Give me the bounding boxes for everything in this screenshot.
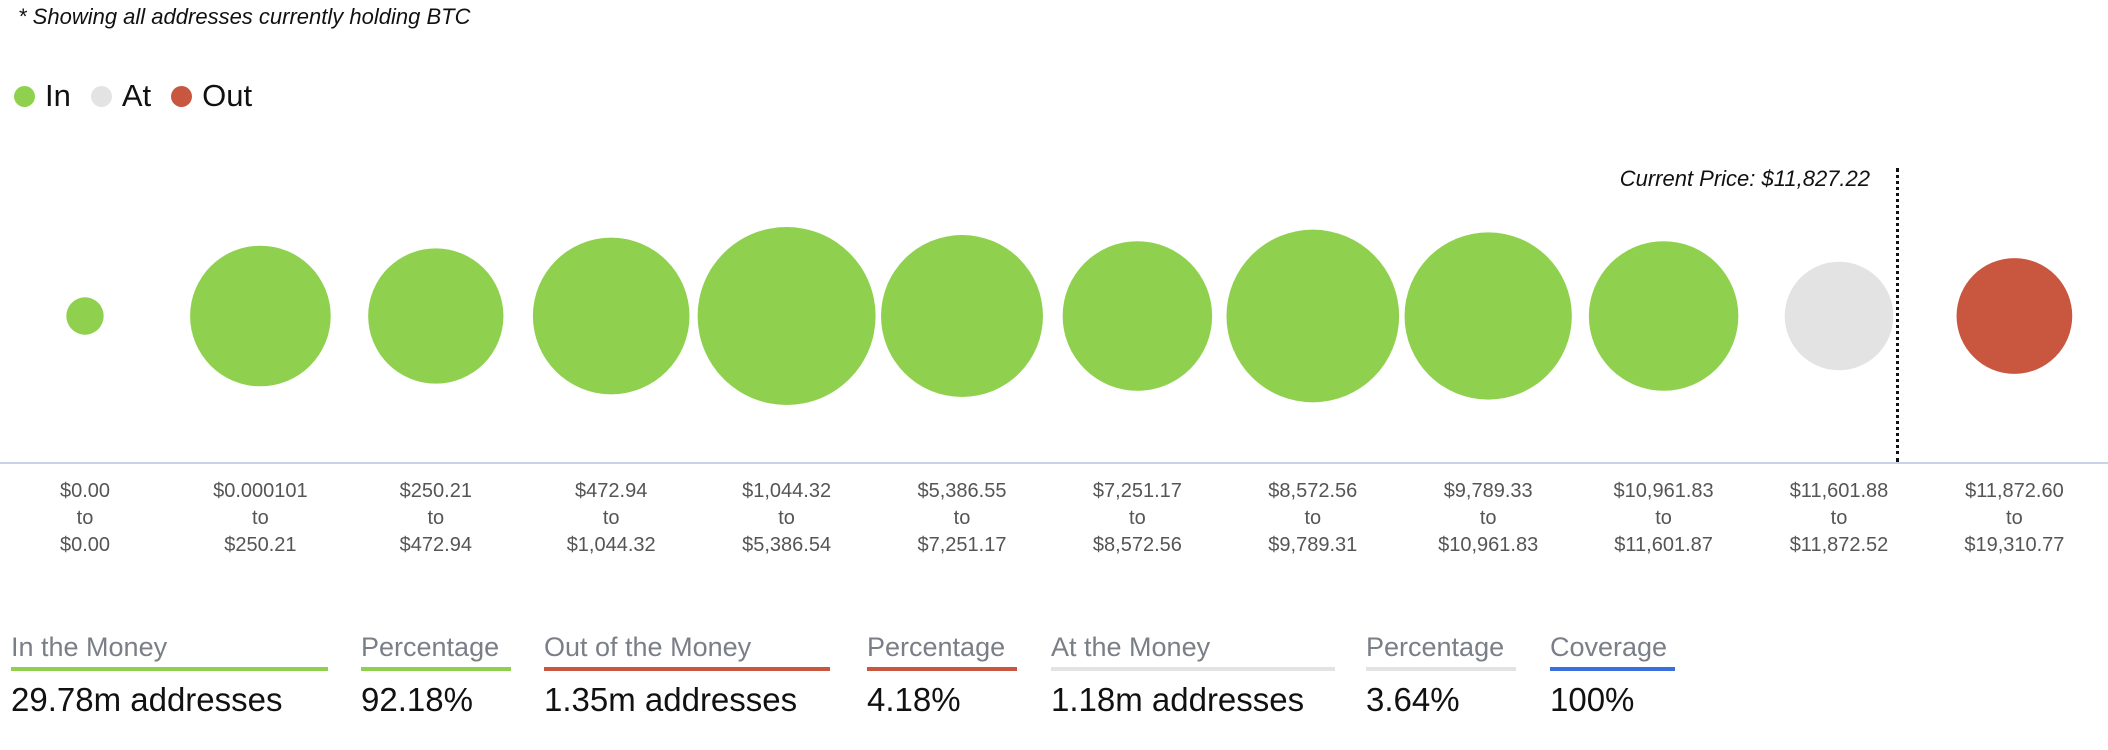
current-price-label: Current Price: $11,827.22 — [1619, 166, 1870, 191]
x-tick-to-word: to — [1479, 507, 1497, 529]
legend-item-at[interactable]: At — [90, 78, 152, 114]
x-tick-label: $0.00 to $0.00 — [0, 478, 170, 559]
summary-stats: In the Money 29.78m addresses Percentage 92… — [0, 632, 2108, 742]
legend-dot-out-icon — [171, 85, 193, 107]
x-tick-to: $1,044.32 — [566, 534, 656, 556]
x-tick-label: $11,601.88 to $11,872.52 — [1754, 478, 1924, 559]
x-tick-from: $472.94 — [575, 480, 648, 502]
stat-label: At the Money — [1051, 632, 1335, 671]
x-tick-label: $472.94 to $1,044.32 — [526, 478, 696, 559]
x-tick-from: $11,872.60 — [1965, 480, 2064, 502]
bubble-in[interactable] — [881, 235, 1043, 397]
x-tick-to-word: to — [602, 507, 620, 529]
bubble-at[interactable] — [1784, 261, 1894, 371]
bubble-in[interactable] — [190, 245, 331, 387]
stat-percentage: Percentage 92.18% — [361, 632, 511, 719]
x-tick-to: $19,310.77 — [1964, 534, 2065, 556]
stat-value: 29.78m addresses — [11, 681, 283, 718]
bubble-in[interactable] — [1404, 232, 1572, 400]
x-tick-to: $7,251.17 — [917, 534, 1007, 556]
x-tick-from: $0.000101 — [213, 480, 308, 502]
x-tick-to: $5,386.54 — [742, 534, 832, 556]
current-price-line — [1896, 168, 1899, 462]
x-tick-to: $11,872.52 — [1789, 534, 1889, 556]
x-tick-to-word: to — [1304, 507, 1322, 529]
x-tick-to: $250.21 — [224, 534, 297, 556]
x-tick-label: $10,961.83 to $11,601.87 — [1579, 478, 1749, 559]
x-tick-label: $5,386.55 to $7,251.17 — [877, 478, 1047, 559]
legend-label: Out — [202, 78, 253, 113]
x-tick-to-word: to — [1129, 507, 1146, 529]
x-tick-label: $7,251.17 to $8,572.56 — [1052, 478, 1222, 559]
stat-percentage: Percentage 3.64% — [1366, 632, 1516, 719]
legend-dot-in-icon — [14, 85, 35, 107]
legend-label: At — [121, 78, 152, 113]
x-tick-from: $8,572.56 — [1268, 480, 1358, 502]
x-tick-to-word: to — [1830, 507, 1848, 529]
stat-value: 3.64% — [1366, 681, 1460, 718]
x-tick-label: $8,572.56 to $9,789.31 — [1228, 478, 1398, 559]
x-tick-to-word: to — [252, 507, 269, 529]
stat-value: 1.35m addresses — [544, 681, 798, 718]
x-tick-to-word: to — [1655, 507, 1672, 529]
bubble-in[interactable] — [1226, 229, 1400, 403]
x-tick-from: $5,386.55 — [917, 480, 1007, 502]
x-tick-to-word: to — [427, 507, 445, 529]
x-tick-to: $11,601.87 — [1614, 534, 1713, 556]
bubble-in[interactable] — [532, 237, 690, 395]
stat-label: Percentage — [1366, 632, 1516, 671]
x-tick-from: $7,251.17 — [1092, 480, 1182, 502]
x-axis-line — [0, 462, 2108, 464]
stat-label: Percentage — [361, 632, 511, 671]
x-tick-label: $1,044.32 to $5,386.54 — [702, 478, 872, 559]
bubble-in[interactable] — [368, 248, 504, 384]
chart-note: * Showing all addresses currently holdin… — [18, 4, 471, 29]
bubble-in[interactable] — [66, 297, 104, 335]
x-tick-to: $472.94 — [399, 534, 472, 556]
x-tick-label: $0.000101 to $250.21 — [175, 478, 345, 559]
bubble-out[interactable] — [1956, 258, 2073, 374]
x-tick-to-word: to — [2006, 507, 2023, 529]
stat-coverage: Coverage 100% — [1550, 632, 1675, 719]
x-tick-from: $1,044.32 — [742, 480, 832, 502]
x-tick-to-word: to — [953, 507, 971, 529]
stat-in-the-money: In the Money 29.78m addresses — [11, 632, 328, 719]
stat-label: Out of the Money — [544, 632, 830, 671]
x-tick-to: $8,572.56 — [1092, 534, 1182, 556]
legend-label: In — [45, 78, 71, 113]
x-tick-from: $0.00 — [59, 480, 111, 502]
bubble-in[interactable] — [1062, 241, 1213, 391]
x-tick-label: $11,872.60 to $19,310.77 — [1929, 478, 2099, 559]
x-tick-to-word: to — [778, 507, 795, 529]
x-tick-to-word: to — [76, 507, 94, 529]
stat-value: 1.18m addresses — [1051, 681, 1305, 718]
stat-label: In the Money — [11, 632, 328, 671]
x-tick-to: $0.00 — [59, 534, 111, 556]
x-tick-label: $9,789.33 to $10,961.83 — [1403, 478, 1573, 559]
x-tick-to: $9,789.31 — [1268, 534, 1358, 556]
stat-percentage: Percentage 4.18% — [867, 632, 1017, 719]
x-tick-from: $9,789.33 — [1443, 480, 1533, 502]
bubble-chart — [66, 227, 2073, 405]
legend: In At Out — [14, 78, 272, 114]
x-tick-from: $11,601.88 — [1789, 480, 1889, 502]
bubble-in[interactable] — [697, 227, 876, 405]
stat-value: 4.18% — [867, 681, 961, 718]
stat-value: 100% — [1550, 681, 1635, 718]
stat-at-the-money: At the Money 1.18m addresses — [1051, 632, 1335, 719]
stat-value: 92.18% — [361, 681, 473, 718]
legend-item-in[interactable]: In — [14, 78, 71, 114]
bubble-in[interactable] — [1588, 241, 1739, 391]
x-tick-label: $250.21 to $472.94 — [351, 478, 521, 559]
stat-label: Percentage — [867, 632, 1017, 671]
x-tick-from: $250.21 — [399, 480, 472, 502]
legend-item-out[interactable]: Out — [171, 78, 252, 114]
x-tick-to: $10,961.83 — [1438, 534, 1539, 556]
stat-out-of-the-money: Out of the Money 1.35m addresses — [544, 632, 830, 719]
legend-dot-at-icon — [90, 85, 112, 107]
stat-label: Coverage — [1550, 632, 1675, 671]
x-axis-labels: $0.00 to $0.00 $0.000101 to $250.21 $250.21 to $… — [0, 478, 2108, 568]
x-tick-from: $10,961.83 — [1613, 480, 1714, 502]
